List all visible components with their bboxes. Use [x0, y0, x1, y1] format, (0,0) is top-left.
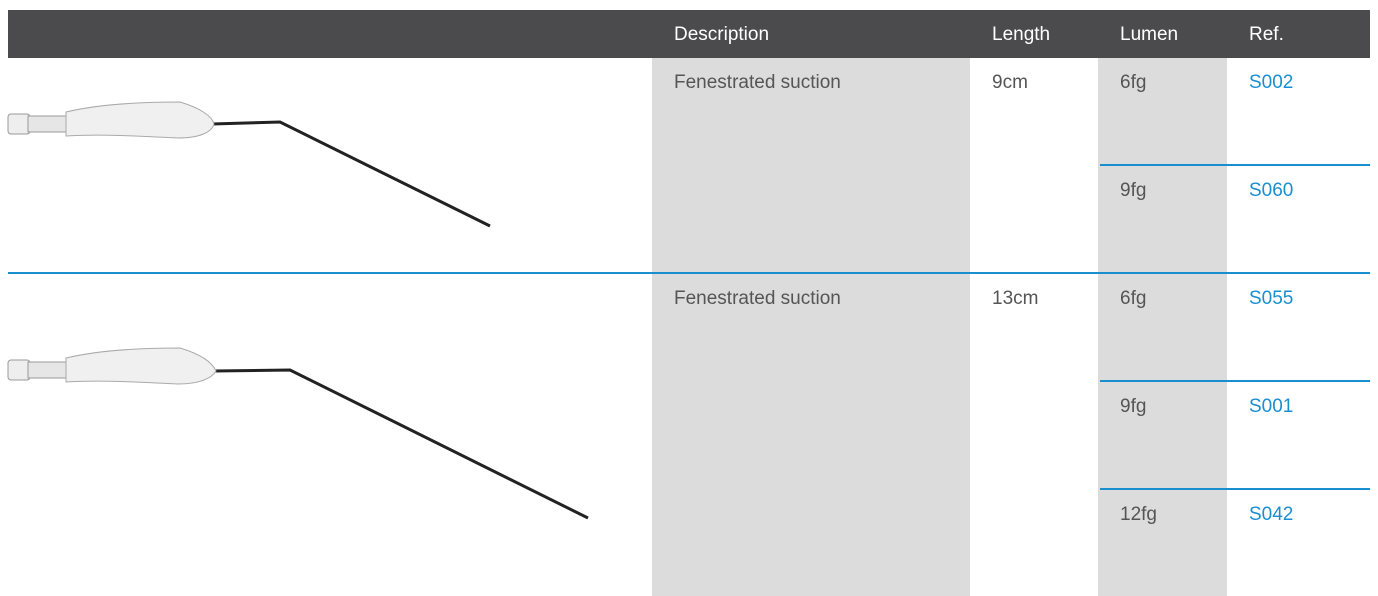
description: Fenestrated suction	[674, 72, 841, 93]
group-separator	[8, 272, 1370, 274]
description-cell	[652, 58, 970, 272]
row-separator	[1100, 488, 1370, 490]
lumen-cell	[1098, 274, 1227, 596]
lumen: 6fg	[1120, 288, 1147, 309]
lumen: 12fg	[1120, 504, 1157, 525]
row-separator	[1100, 380, 1370, 382]
row-separator	[1100, 164, 1370, 166]
length: 13cm	[992, 288, 1039, 309]
description: Fenestrated suction	[674, 288, 841, 309]
length: 9cm	[992, 72, 1028, 93]
column-header: Length	[992, 24, 1051, 45]
instrument-image	[7, 101, 491, 228]
column-header: Ref.	[1249, 24, 1284, 45]
reference-link[interactable]: S042	[1249, 504, 1294, 525]
reference-link[interactable]: S060	[1249, 180, 1294, 201]
lumen: 9fg	[1120, 396, 1147, 417]
column-header: Lumen	[1120, 24, 1179, 45]
header-bar	[8, 10, 1370, 58]
description-cell	[652, 274, 970, 596]
instrument-image	[7, 347, 589, 520]
reference-link[interactable]: S001	[1249, 396, 1294, 417]
reference-link[interactable]: S055	[1249, 288, 1294, 309]
reference-link[interactable]: S002	[1249, 72, 1294, 93]
column-header: Description	[674, 24, 770, 45]
lumen: 9fg	[1120, 180, 1147, 201]
lumen: 6fg	[1120, 72, 1147, 93]
